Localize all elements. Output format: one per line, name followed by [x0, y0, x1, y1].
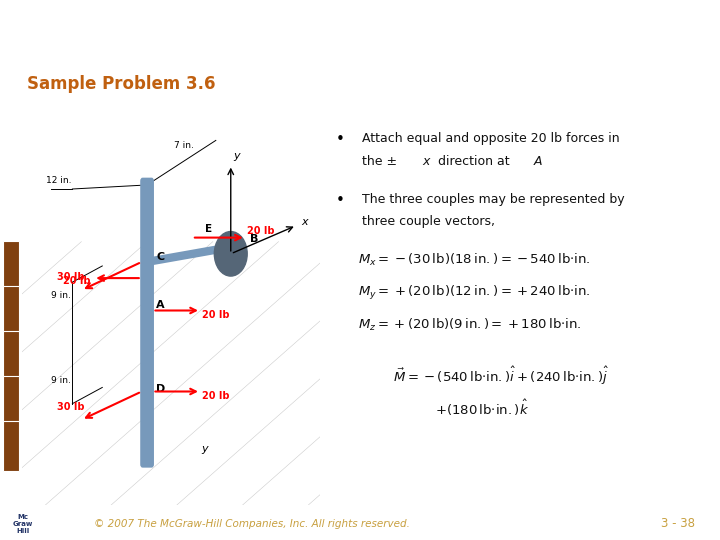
Circle shape [215, 232, 247, 276]
FancyBboxPatch shape [3, 331, 19, 380]
FancyBboxPatch shape [3, 286, 19, 335]
Text: Vector Mechanics for Engineers: Statics: Vector Mechanics for Engineers: Statics [86, 22, 678, 48]
Text: 3 - 38: 3 - 38 [661, 517, 695, 530]
Text: Attach equal and opposite 20 lb forces in: Attach equal and opposite 20 lb forces i… [362, 132, 620, 145]
Text: $M_z = +(20\,\mathsf{lb})(9\,\mathsf{in.}) = +180\,\mathsf{lb{\cdot}in.}$: $M_z = +(20\,\mathsf{lb})(9\,\mathsf{in.… [359, 316, 582, 333]
Text: 30 lb: 30 lb [58, 272, 85, 282]
Text: $M_y = +(20\,\mathsf{lb})(12\,\mathsf{in.}) = +240\,\mathsf{lb{\cdot}in.}$: $M_y = +(20\,\mathsf{lb})(12\,\mathsf{in… [359, 284, 591, 302]
Text: 20 lb: 20 lb [247, 226, 275, 235]
Text: The three couples may be represented by: The three couples may be represented by [362, 193, 625, 206]
Text: $+(180\,\mathsf{lb{\cdot}in.})\hat{k}$: $+(180\,\mathsf{lb{\cdot}in.})\hat{k}$ [436, 397, 530, 418]
Bar [0, 508, 47, 540]
Text: 9 in.: 9 in. [52, 376, 71, 386]
FancyBboxPatch shape [140, 178, 154, 468]
Text: A: A [534, 154, 542, 167]
Text: 12 in.: 12 in. [45, 176, 71, 185]
Text: 20 lb: 20 lb [202, 391, 230, 401]
Text: © 2007 The McGraw-Hill Companies, Inc. All rights reserved.: © 2007 The McGraw-Hill Companies, Inc. A… [94, 519, 410, 529]
Text: x: x [301, 218, 307, 227]
FancyBboxPatch shape [3, 376, 19, 426]
Text: D: D [156, 383, 166, 394]
Text: A: A [156, 300, 165, 310]
Text: y: y [201, 444, 207, 454]
Text: $\vec{M} = -(540\,\mathsf{lb{\cdot}in.})\hat{i} + (240\,\mathsf{lb{\cdot}in.})\h: $\vec{M} = -(540\,\mathsf{lb{\cdot}in.})… [393, 365, 609, 387]
Text: 20 lb: 20 lb [202, 310, 230, 320]
Text: $M_x = -(30\,\mathsf{lb})(18\,\mathsf{in.}) = -540\,\mathsf{lb{\cdot}in.}$: $M_x = -(30\,\mathsf{lb})(18\,\mathsf{in… [359, 252, 591, 268]
Text: •: • [336, 193, 344, 208]
Text: 20 lb: 20 lb [63, 276, 91, 286]
Text: 30 lb: 30 lb [58, 402, 85, 411]
Text: direction at: direction at [433, 154, 513, 167]
Text: Mc
Graw
Hill: Mc Graw Hill [13, 514, 33, 534]
Text: C: C [156, 252, 164, 262]
Text: Eighth
Edition: Eighth Edition [0, 29, 22, 42]
Text: y: y [234, 151, 240, 160]
Text: E: E [205, 224, 212, 233]
Text: three couple vectors,: three couple vectors, [362, 215, 495, 228]
FancyBboxPatch shape [3, 241, 19, 290]
Text: •: • [336, 132, 344, 147]
FancyBboxPatch shape [3, 421, 19, 471]
Text: the ±: the ± [362, 154, 397, 167]
Text: x: x [422, 154, 429, 167]
Text: Sample Problem 3.6: Sample Problem 3.6 [27, 75, 216, 93]
Text: 7 in.: 7 in. [174, 141, 194, 151]
Text: 9 in.: 9 in. [52, 292, 71, 300]
Text: B: B [250, 234, 258, 244]
